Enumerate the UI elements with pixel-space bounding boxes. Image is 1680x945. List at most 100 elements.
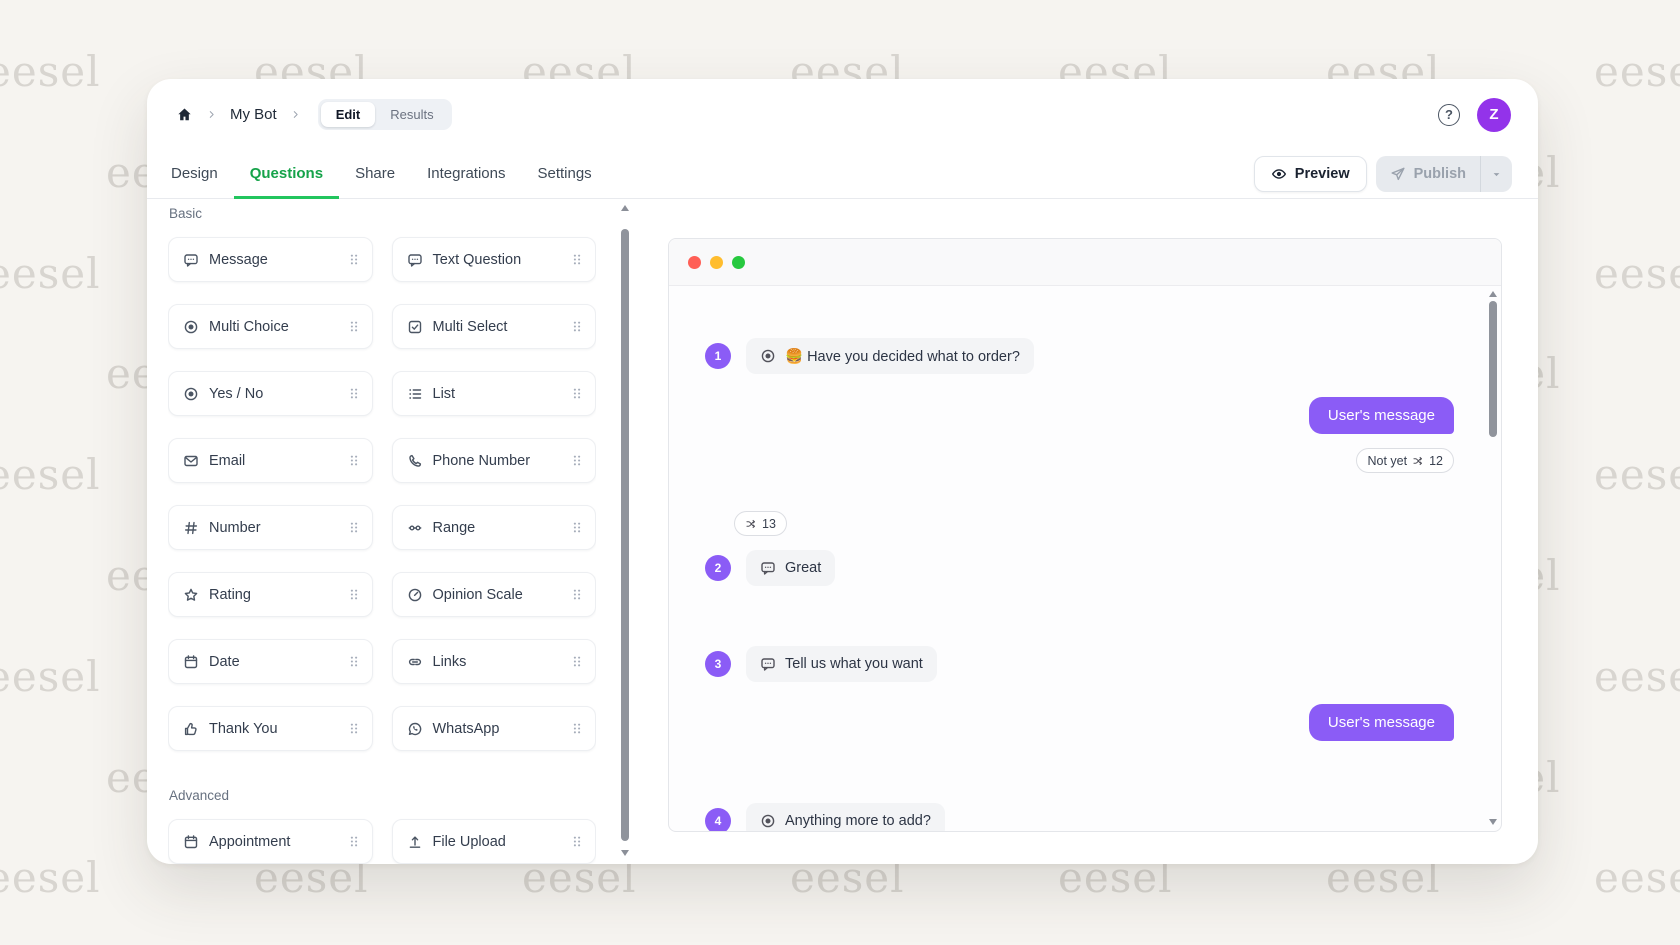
question-type-whatsapp[interactable]: WhatsApp	[391, 706, 596, 751]
tab-share[interactable]: Share	[339, 150, 411, 199]
chat-bubble-icon	[407, 252, 423, 268]
question-type-number[interactable]: Number	[168, 505, 373, 550]
drag-handle-icon[interactable]	[570, 834, 584, 849]
avatar[interactable]: Z	[1477, 97, 1511, 132]
slider-icon	[407, 520, 423, 536]
user-message-bubble: User's message	[1308, 397, 1454, 434]
drag-handle-icon[interactable]	[347, 654, 361, 669]
question-type-appointment[interactable]: Appointment	[168, 819, 373, 864]
question-type-range[interactable]: Range	[391, 505, 596, 550]
link-icon	[407, 654, 423, 670]
send-icon	[1390, 166, 1406, 182]
question-type-label: Links	[432, 653, 467, 670]
question-type-label: File Upload	[432, 833, 506, 850]
tab-settings[interactable]: Settings	[521, 150, 607, 199]
drag-handle-icon[interactable]	[347, 587, 361, 602]
breadcrumb-bot-name[interactable]: My Bot	[230, 106, 277, 123]
tab-design[interactable]: Design	[155, 150, 234, 199]
question-type-yes-no[interactable]: Yes / No	[168, 371, 373, 416]
scroll-up-arrow-icon[interactable]	[1489, 291, 1497, 297]
drag-handle-icon[interactable]	[570, 252, 584, 267]
library-scrollbar[interactable]	[620, 201, 630, 864]
drag-handle-icon[interactable]	[570, 654, 584, 669]
scroll-down-arrow-icon[interactable]	[1489, 819, 1497, 825]
drag-handle-icon[interactable]	[347, 252, 361, 267]
question-type-label: Email	[209, 452, 246, 469]
question-type-email[interactable]: Email	[168, 438, 373, 483]
scrollbar-thumb[interactable]	[621, 229, 629, 841]
drag-handle-icon[interactable]	[347, 453, 361, 468]
question-type-links[interactable]: Links	[391, 639, 596, 684]
top-bar: My Bot Edit Results ? Z	[147, 79, 1538, 150]
mode-option-results[interactable]: Results	[390, 107, 434, 122]
question-type-phone-number[interactable]: Phone Number	[391, 438, 596, 483]
chip-count: 12	[1429, 453, 1443, 468]
question-type-text-question[interactable]: Text Question	[391, 237, 596, 282]
close-dot-icon	[688, 255, 701, 269]
question-pill[interactable]: Anything more to add?	[746, 803, 945, 831]
question-type-multi-select[interactable]: Multi Select	[391, 304, 596, 349]
chevron-right-icon	[206, 109, 217, 120]
question-pill[interactable]: Tell us what you want	[746, 646, 937, 682]
tab-questions[interactable]: Questions	[233, 150, 340, 199]
publish-button[interactable]: Publish	[1375, 156, 1512, 192]
library-section-label: Basic	[169, 206, 203, 221]
question-type-date[interactable]: Date	[168, 639, 373, 684]
drag-handle-icon[interactable]	[347, 520, 361, 535]
step-number-badge: 1	[705, 343, 731, 369]
question-type-message[interactable]: Message	[168, 237, 373, 282]
mode-option-edit[interactable]: Edit	[320, 102, 376, 127]
preview-window-titlebar	[669, 239, 1501, 286]
question-type-multi-choice[interactable]: Multi Choice	[168, 304, 373, 349]
library-grid: Appointment File Upload	[168, 819, 596, 864]
drag-handle-icon[interactable]	[347, 834, 361, 849]
drag-handle-icon[interactable]	[347, 319, 361, 334]
question-pill[interactable]: Great	[746, 550, 836, 586]
calendar-icon	[183, 654, 199, 670]
preview-scrollbar[interactable]	[1488, 286, 1498, 831]
watermark-text: eesel	[1594, 853, 1680, 903]
drag-handle-icon[interactable]	[570, 453, 584, 468]
drag-handle-icon[interactable]	[570, 721, 584, 736]
watermark-text: eesel	[0, 853, 101, 903]
drag-handle-icon[interactable]	[347, 721, 361, 736]
breadcrumb: My Bot Edit Results	[176, 99, 452, 130]
branch-chip[interactable]: Not yet 12	[1356, 448, 1454, 473]
drag-handle-icon[interactable]	[570, 587, 584, 602]
question-type-thank-you[interactable]: Thank You	[168, 706, 373, 751]
branch-chip[interactable]: 13	[734, 511, 787, 536]
drag-handle-icon[interactable]	[570, 386, 584, 401]
help-button[interactable]: ?	[1438, 103, 1460, 126]
gauge-icon	[407, 587, 423, 603]
flow-step-row: 3 Tell us what you want	[705, 646, 937, 682]
flow-step-row: 4 Anything more to add?	[705, 803, 945, 831]
watermark-text: eesel	[0, 248, 101, 298]
scrollbar-thumb[interactable]	[1489, 301, 1497, 437]
app-window: My Bot Edit Results ? Z Design Questions Sh…	[147, 79, 1538, 864]
home-icon[interactable]	[176, 106, 193, 123]
drag-handle-icon[interactable]	[570, 319, 584, 334]
question-type-opinion-scale[interactable]: Opinion Scale	[391, 572, 596, 617]
scroll-down-arrow-icon[interactable]	[621, 850, 629, 856]
library-section-label: Advanced	[169, 788, 230, 803]
scroll-up-arrow-icon[interactable]	[621, 205, 629, 211]
publish-dropdown-button[interactable]	[1480, 156, 1512, 192]
publish-button-main[interactable]: Publish	[1376, 166, 1480, 182]
question-type-file-upload[interactable]: File Upload	[391, 819, 596, 864]
preview-button[interactable]: Preview	[1253, 156, 1367, 192]
tab-label: Questions	[249, 164, 324, 182]
question-type-list[interactable]: List	[391, 371, 596, 416]
calendar-icon	[183, 834, 199, 850]
question-library: Basic Message Text Question Multi Choice Mul…	[168, 199, 596, 864]
drag-handle-icon[interactable]	[347, 386, 361, 401]
tab-integrations[interactable]: Integrations	[411, 150, 521, 199]
question-type-label: WhatsApp	[432, 720, 500, 737]
question-type-label: Multi Select	[432, 318, 508, 335]
question-type-rating[interactable]: Rating	[168, 572, 373, 617]
envelope-icon	[183, 453, 199, 469]
question-pill[interactable]: 🍔 Have you decided what to order?	[746, 338, 1034, 374]
drag-handle-icon[interactable]	[570, 520, 584, 535]
tab-label: Settings	[537, 164, 592, 182]
question-type-label: Multi Choice	[209, 318, 289, 335]
watermark-text: eesel	[1594, 651, 1680, 701]
